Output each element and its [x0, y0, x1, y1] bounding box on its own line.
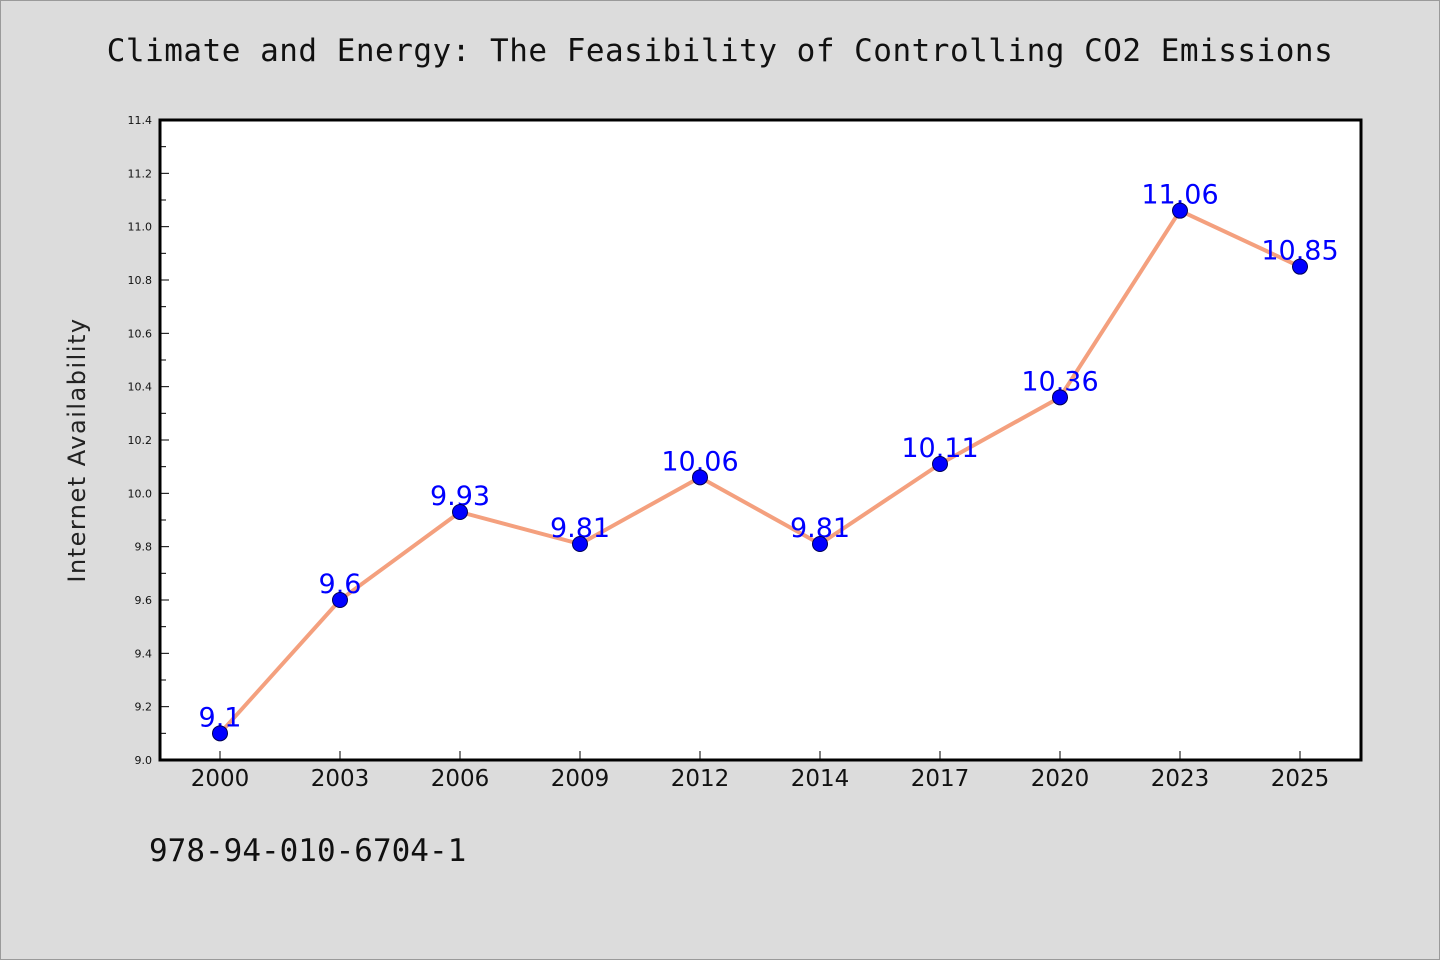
data-point [932, 456, 948, 472]
y-tick-label: 10.0 [128, 487, 153, 500]
data-point [1052, 389, 1068, 406]
data-point [692, 469, 708, 486]
data-point [1292, 258, 1308, 275]
y-tick-label: 9.6 [135, 594, 153, 607]
x-tick-label: 2006 [431, 766, 490, 792]
plot-frame [158, 118, 1363, 762]
x-tick-label: 2000 [191, 766, 250, 792]
data-point [1172, 202, 1188, 219]
y-tick-label: 9.0 [135, 754, 153, 767]
x-tick-label: 2023 [1151, 766, 1210, 792]
x-tick-label: 2025 [1271, 766, 1330, 792]
plot-area [160, 120, 1361, 760]
y-tick-label: 11.4 [128, 114, 153, 127]
y-tick-label: 11.0 [128, 221, 153, 234]
data-point [572, 536, 588, 552]
x-tick-label: 2020 [1031, 766, 1090, 792]
data-point [212, 725, 228, 742]
isbn-footnote: 978-94-010-6704-1 [149, 833, 467, 869]
x-tick-label: 2003 [311, 766, 370, 792]
x-tick-label: 2014 [791, 766, 850, 792]
y-tick-label: 10.6 [128, 327, 153, 340]
data-point [452, 504, 468, 520]
y-tick-label: 10.4 [128, 381, 153, 394]
y-tick-label: 9.4 [135, 647, 153, 660]
y-tick-label: 11.2 [128, 167, 153, 180]
y-tick-label: 10.2 [128, 434, 153, 447]
x-tick-label: 2017 [911, 766, 970, 792]
y-tick-label: 10.8 [128, 274, 153, 287]
y-tick-label: 9.8 [135, 541, 153, 554]
chart-title: Climate and Energy: The Feasibility of C… [106, 33, 1334, 69]
y-tick-label: 9.2 [135, 701, 153, 714]
data-point [332, 592, 348, 608]
series-line [218, 208, 1302, 736]
x-tick-label: 2009 [551, 766, 610, 792]
data-point [812, 536, 828, 552]
x-tick-label: 2012 [671, 766, 730, 792]
